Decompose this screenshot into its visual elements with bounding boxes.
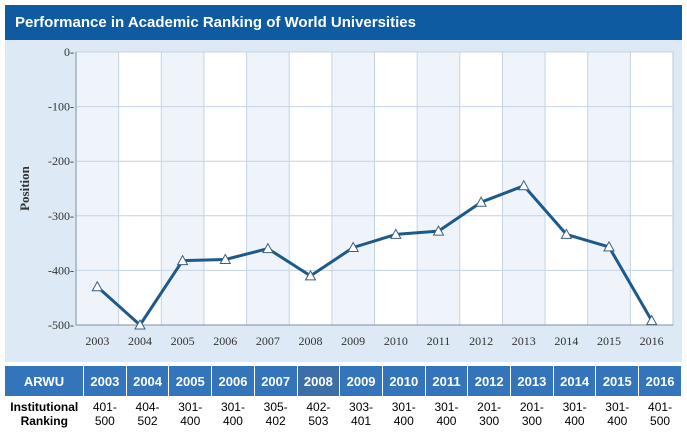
ranking-cell-2003: 401- 500 (84, 396, 127, 438)
data-point-marker (603, 240, 615, 252)
data-point-marker (262, 242, 274, 254)
data-point-marker (134, 318, 146, 330)
x-tick-label: 2003 (85, 334, 109, 348)
ranking-cell-2012: 201- 300 (468, 396, 511, 438)
institutional-ranking-row: Institutional Ranking 401- 500 404- 502 30… (5, 396, 682, 438)
ranking-cell-2008: 402- 503 (297, 396, 340, 438)
y-tick-label: -100- (48, 100, 74, 114)
ranking-cell-2009: 303- 401 (340, 396, 383, 438)
x-tick-label: 2008 (299, 334, 323, 348)
ranking-cell-2015: 301- 400 (596, 396, 639, 438)
ranking-value: 404- 502 (135, 400, 160, 428)
ranking-cell-2011: 301- 400 (425, 396, 468, 438)
data-point-marker (645, 314, 658, 326)
ranking-value: 301- 400 (562, 400, 587, 428)
ranking-cell-2010: 301- 400 (382, 396, 425, 438)
year-header-2015: 2015 (595, 366, 640, 396)
ranking-cell-2013: 201- 300 (511, 396, 554, 438)
ranking-value: 301- 400 (220, 400, 245, 428)
arwu-header-cell: ARWU (5, 366, 84, 396)
year-header-2004: 2004 (126, 366, 170, 396)
ranking-cell-2007: 305- 402 (254, 396, 297, 438)
ranking-value: 401- 500 (92, 400, 117, 428)
x-tick-label: 2010 (384, 334, 408, 348)
year-header-2007: 2007 (254, 366, 298, 396)
data-point-marker (560, 228, 573, 239)
data-point-marker (219, 253, 232, 264)
year-header-2003: 2003 (83, 366, 127, 396)
ranking-value: 402- 503 (306, 400, 331, 428)
y-tick-label: -500- (48, 318, 74, 332)
year-header-2012: 2012 (467, 366, 512, 396)
data-point-marker (91, 280, 104, 292)
plot-band (417, 52, 460, 325)
year-header-2005: 2005 (168, 366, 213, 396)
y-tick-label: 0- (64, 45, 74, 59)
data-point-marker (517, 179, 530, 191)
ranking-value: 301- 400 (434, 400, 459, 428)
x-tick-label: 2014 (554, 334, 578, 348)
plot-band (246, 52, 290, 325)
x-tick-label: 2015 (597, 334, 621, 348)
institutional-ranking-label: Institutional Ranking (10, 400, 79, 428)
y-tick-label: -300- (48, 209, 74, 223)
x-tick-label: 2004 (128, 334, 152, 348)
year-header-row: ARWU 2003 2004 2005 2006 2007 2008 2009 2010 201… (5, 366, 682, 396)
ranking-value: 401- 500 (648, 400, 673, 428)
data-point-marker (304, 269, 317, 281)
ranking-value: 201- 300 (519, 400, 544, 428)
plot-band (76, 52, 119, 325)
ranking-table: ARWU 2003 2004 2005 2006 2007 2008 2009 2010 201… (5, 366, 682, 438)
ranking-value: 303- 401 (349, 400, 374, 428)
y-axis-title: Position (17, 165, 32, 211)
year-header-2014: 2014 (553, 366, 597, 396)
year-header-2011: 2011 (425, 366, 469, 396)
ranking-cell-2014: 301- 400 (553, 396, 596, 438)
x-tick-label: 2011 (427, 334, 451, 348)
y-tick-label: -200- (48, 154, 74, 168)
plot-band (331, 52, 375, 325)
year-header-2016: 2016 (638, 366, 682, 396)
ranking-cell-2006: 301- 400 (212, 396, 255, 438)
ranking-value: 201- 300 (477, 400, 502, 428)
x-tick-label: 2007 (256, 334, 280, 348)
ranking-cell-2005: 301- 400 (169, 396, 212, 438)
year-header-2009: 2009 (339, 366, 383, 396)
data-point-marker (389, 228, 402, 239)
chart-panel: 0- -100- -200- -300- -400- -500- 2003 2004 2005 2… (5, 40, 682, 362)
ranking-cell-2004: 404- 502 (126, 396, 169, 438)
ranking-value: 301- 400 (391, 400, 416, 428)
data-point-marker (176, 254, 189, 266)
data-point-marker (347, 241, 360, 252)
ranking-line-chart: 0- -100- -200- -300- -400- -500- 2003 2004 2005 2… (17, 45, 674, 348)
ranking-value: 305- 402 (263, 400, 288, 428)
x-tick-label: 2016 (640, 334, 664, 348)
ranking-value: 301- 400 (178, 400, 203, 428)
year-header-2008: 2008 (297, 366, 341, 396)
plot-band (587, 52, 631, 325)
series-line (96, 184, 653, 327)
year-header-2006: 2006 (211, 366, 255, 396)
data-point-marker (475, 196, 487, 207)
data-point-marker (432, 225, 445, 236)
chart-title-bar: Performance in Academic Ranking of World… (5, 5, 682, 40)
ranking-value: 301- 400 (605, 400, 630, 428)
x-tick-label: 2005 (171, 334, 195, 348)
year-header-2013: 2013 (510, 366, 554, 396)
x-tick-label: 2009 (341, 334, 365, 348)
y-tick-label: -400- (48, 263, 74, 277)
year-header-2010: 2010 (382, 366, 426, 396)
x-tick-label: 2013 (512, 334, 536, 348)
chart-title: Performance in Academic Ranking of World… (15, 14, 416, 31)
x-tick-label: 2006 (213, 334, 237, 348)
x-tick-label: 2012 (469, 334, 493, 348)
ranking-cell-2016: 401- 500 (639, 396, 682, 438)
